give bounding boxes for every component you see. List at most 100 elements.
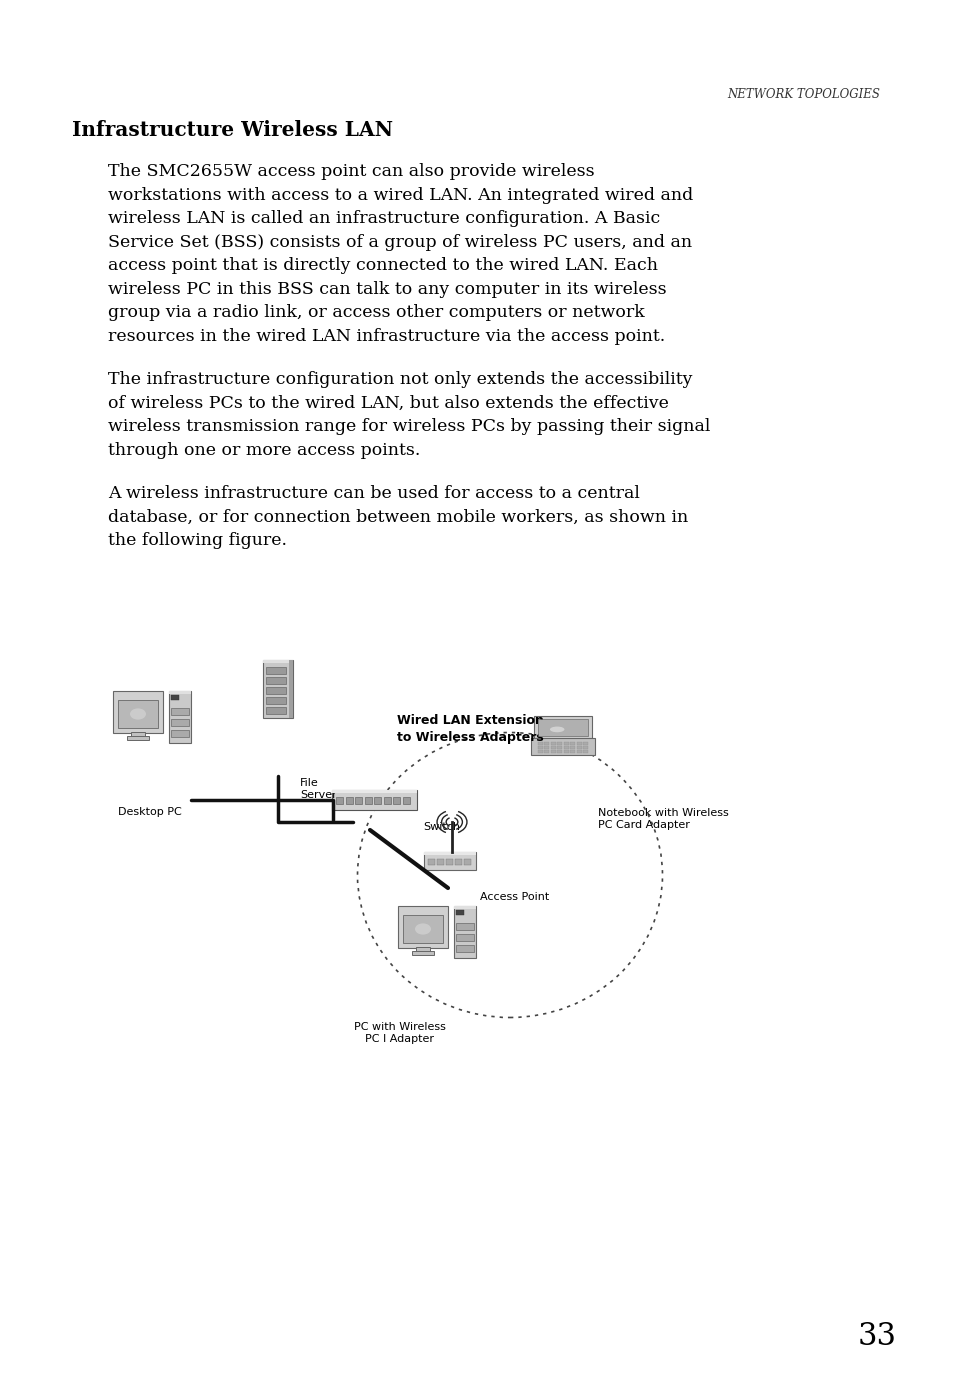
FancyBboxPatch shape <box>402 915 442 942</box>
FancyBboxPatch shape <box>333 790 417 811</box>
FancyBboxPatch shape <box>112 691 163 733</box>
Text: workstations with access to a wired LAN. An integrated wired and: workstations with access to a wired LAN.… <box>108 186 693 204</box>
Text: Service Set (BSS) consists of a group of wireless PC users, and an: Service Set (BSS) consists of a group of… <box>108 233 691 250</box>
Text: wireless transmission range for wireless PCs by passing their signal: wireless transmission range for wireless… <box>108 418 710 434</box>
FancyBboxPatch shape <box>263 661 293 718</box>
Text: NETWORK TOPOLOGIES: NETWORK TOPOLOGIES <box>726 87 879 101</box>
Text: Notebook with Wireless
PC Card Adapter: Notebook with Wireless PC Card Adapter <box>598 808 728 830</box>
FancyBboxPatch shape <box>416 947 430 952</box>
Text: File
Server: File Server <box>299 779 336 801</box>
FancyBboxPatch shape <box>118 700 158 727</box>
FancyBboxPatch shape <box>266 687 286 694</box>
FancyBboxPatch shape <box>289 661 293 718</box>
FancyBboxPatch shape <box>456 934 474 941</box>
FancyBboxPatch shape <box>563 743 568 745</box>
Ellipse shape <box>549 726 564 733</box>
FancyBboxPatch shape <box>171 695 179 700</box>
FancyBboxPatch shape <box>266 677 286 684</box>
Text: through one or more access points.: through one or more access points. <box>108 441 420 458</box>
FancyBboxPatch shape <box>454 906 476 909</box>
FancyBboxPatch shape <box>544 750 549 754</box>
FancyBboxPatch shape <box>365 797 372 804</box>
FancyBboxPatch shape <box>544 745 549 750</box>
FancyBboxPatch shape <box>534 716 592 738</box>
FancyBboxPatch shape <box>436 859 443 865</box>
FancyBboxPatch shape <box>577 745 581 750</box>
FancyBboxPatch shape <box>384 797 391 804</box>
FancyBboxPatch shape <box>131 731 145 737</box>
Text: 33: 33 <box>857 1321 896 1352</box>
FancyBboxPatch shape <box>263 661 293 663</box>
FancyBboxPatch shape <box>583 743 588 745</box>
FancyBboxPatch shape <box>583 750 588 754</box>
FancyBboxPatch shape <box>537 719 587 736</box>
Ellipse shape <box>130 708 146 719</box>
FancyBboxPatch shape <box>169 691 191 694</box>
FancyBboxPatch shape <box>551 750 556 754</box>
FancyBboxPatch shape <box>346 797 353 804</box>
Text: Access Point: Access Point <box>479 892 549 902</box>
Text: the following figure.: the following figure. <box>108 532 287 550</box>
FancyBboxPatch shape <box>551 745 556 750</box>
FancyBboxPatch shape <box>127 736 149 740</box>
Text: Switch: Switch <box>422 822 459 831</box>
FancyBboxPatch shape <box>463 859 471 865</box>
FancyBboxPatch shape <box>577 743 581 745</box>
Ellipse shape <box>415 923 431 934</box>
FancyBboxPatch shape <box>570 743 575 745</box>
Text: wireless LAN is called an infrastructure configuration. A Basic: wireless LAN is called an infrastructure… <box>108 210 659 228</box>
FancyBboxPatch shape <box>423 852 476 870</box>
FancyBboxPatch shape <box>266 706 286 713</box>
FancyBboxPatch shape <box>266 668 286 675</box>
FancyBboxPatch shape <box>428 859 435 865</box>
FancyBboxPatch shape <box>402 797 410 804</box>
FancyBboxPatch shape <box>456 923 474 930</box>
Text: The SMC2655W access point can also provide wireless: The SMC2655W access point can also provi… <box>108 162 594 180</box>
FancyBboxPatch shape <box>412 951 434 955</box>
FancyBboxPatch shape <box>355 797 362 804</box>
FancyBboxPatch shape <box>266 697 286 704</box>
FancyBboxPatch shape <box>456 945 474 952</box>
FancyBboxPatch shape <box>423 852 476 855</box>
FancyBboxPatch shape <box>456 911 463 915</box>
Text: Wired LAN Extension
to Wireless Adapters: Wired LAN Extension to Wireless Adapters <box>396 713 543 744</box>
FancyBboxPatch shape <box>563 745 568 750</box>
FancyBboxPatch shape <box>454 906 476 958</box>
Text: Desktop PC: Desktop PC <box>118 806 182 818</box>
FancyBboxPatch shape <box>557 743 562 745</box>
FancyBboxPatch shape <box>551 743 556 745</box>
FancyBboxPatch shape <box>171 719 189 726</box>
FancyBboxPatch shape <box>393 797 400 804</box>
FancyBboxPatch shape <box>537 745 542 750</box>
FancyBboxPatch shape <box>375 797 381 804</box>
FancyBboxPatch shape <box>563 750 568 754</box>
FancyBboxPatch shape <box>171 730 189 737</box>
Text: database, or for connection between mobile workers, as shown in: database, or for connection between mobi… <box>108 508 687 526</box>
FancyBboxPatch shape <box>531 738 595 755</box>
FancyBboxPatch shape <box>455 859 461 865</box>
FancyBboxPatch shape <box>570 750 575 754</box>
Text: resources in the wired LAN infrastructure via the access point.: resources in the wired LAN infrastructur… <box>108 328 664 344</box>
Text: access point that is directly connected to the wired LAN. Each: access point that is directly connected … <box>108 257 658 273</box>
FancyBboxPatch shape <box>557 750 562 754</box>
Text: of wireless PCs to the wired LAN, but also extends the effective: of wireless PCs to the wired LAN, but al… <box>108 394 668 411</box>
FancyBboxPatch shape <box>577 750 581 754</box>
FancyBboxPatch shape <box>583 745 588 750</box>
FancyBboxPatch shape <box>169 691 191 743</box>
FancyBboxPatch shape <box>537 743 542 745</box>
FancyBboxPatch shape <box>333 790 417 793</box>
FancyBboxPatch shape <box>544 743 549 745</box>
FancyBboxPatch shape <box>171 708 189 715</box>
FancyBboxPatch shape <box>397 906 448 948</box>
Text: wireless PC in this BSS can talk to any computer in its wireless: wireless PC in this BSS can talk to any … <box>108 280 666 297</box>
Text: Infrastructure Wireless LAN: Infrastructure Wireless LAN <box>71 119 393 140</box>
FancyBboxPatch shape <box>446 859 453 865</box>
FancyBboxPatch shape <box>557 745 562 750</box>
Text: A wireless infrastructure can be used for access to a central: A wireless infrastructure can be used fo… <box>108 484 639 502</box>
FancyBboxPatch shape <box>570 745 575 750</box>
Text: The infrastructure configuration not only extends the accessibility: The infrastructure configuration not onl… <box>108 371 692 389</box>
FancyBboxPatch shape <box>336 797 343 804</box>
FancyBboxPatch shape <box>537 750 542 754</box>
Text: PC with Wireless
PC I Adapter: PC with Wireless PC I Adapter <box>354 1022 445 1044</box>
Text: group via a radio link, or access other computers or network: group via a radio link, or access other … <box>108 304 644 321</box>
